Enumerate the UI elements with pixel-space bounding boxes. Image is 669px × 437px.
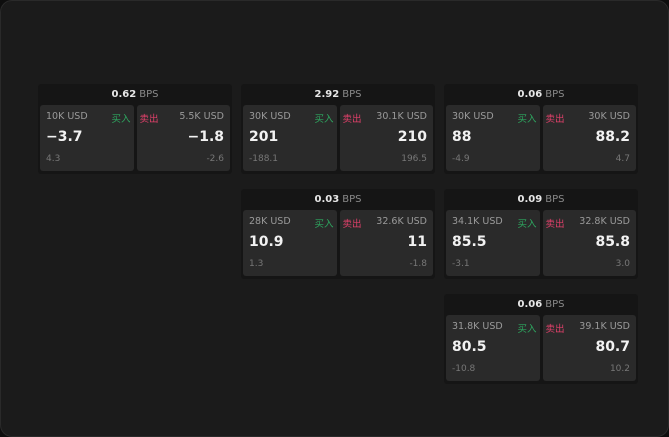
quote-card: 0.06 BPS 31.8K USD 买入 80.5 -10.8 39.1K US… [444, 294, 638, 384]
sell-label: 卖出 [342, 114, 362, 125]
sell-panel[interactable]: 30.1K USD 卖出 210 196.5 [339, 105, 433, 171]
quantity: 28K USD [249, 216, 291, 227]
spread-value: 0.09 [517, 194, 543, 205]
quote-card: 0.09 BPS 34.1K USD 买入 85.5 -3.1 32.8K USD… [444, 189, 638, 279]
sell-panel[interactable]: 32.6K USD 卖出 11 -1.8 [339, 210, 433, 276]
sell-panel[interactable]: 5.5K USD 卖出 −1.8 -2.6 [136, 105, 230, 171]
spread-unit: BPS [545, 299, 565, 310]
quantity: 32.6K USD [376, 216, 427, 227]
quantity: 31.8K USD [452, 321, 503, 332]
buy-label: 买入 [111, 114, 131, 125]
buy-panel[interactable]: 28K USD 买入 10.9 1.3 [243, 210, 337, 276]
spread-unit: BPS [545, 194, 565, 205]
price: 88 [452, 129, 472, 145]
sell-panel[interactable]: 30K USD 卖出 88.2 4.7 [542, 105, 636, 171]
price: 80.7 [595, 339, 630, 355]
quantity: 34.1K USD [452, 216, 503, 227]
sell-panel[interactable]: 39.1K USD 卖出 80.7 10.2 [542, 315, 636, 381]
quantity: 30K USD [452, 111, 494, 122]
spread-unit: BPS [139, 89, 159, 100]
buy-panel[interactable]: 34.1K USD 买入 85.5 -3.1 [446, 210, 540, 276]
change: 4.7 [615, 154, 630, 164]
spread-value: 0.62 [111, 89, 137, 100]
buy-label: 买入 [517, 219, 537, 230]
buy-label: 买入 [314, 219, 334, 230]
spread-header: 2.92 BPS [241, 84, 435, 105]
spread-value: 0.06 [517, 299, 543, 310]
change: 4.3 [46, 154, 61, 164]
buy-label: 买入 [517, 114, 537, 125]
change: -2.6 [206, 154, 224, 164]
sell-label: 卖出 [342, 219, 362, 230]
change: -188.1 [249, 154, 279, 164]
spread-header: 0.06 BPS [444, 84, 638, 105]
sell-panel[interactable]: 32.8K USD 卖出 85.8 3.0 [542, 210, 636, 276]
spread-header: 0.62 BPS [38, 84, 232, 105]
buy-label: 买入 [517, 324, 537, 335]
spread-value: 0.03 [314, 194, 340, 205]
price: 201 [249, 129, 279, 145]
change: -10.8 [452, 364, 476, 374]
change: -4.9 [452, 154, 470, 164]
spread-header: 0.06 BPS [444, 294, 638, 315]
change: -3.1 [452, 259, 470, 269]
quantity: 30K USD [249, 111, 291, 122]
price: 88.2 [595, 129, 630, 145]
buy-label: 买入 [314, 114, 334, 125]
price: −3.7 [46, 129, 83, 145]
spread-header: 0.09 BPS [444, 189, 638, 210]
price: 85.5 [452, 234, 487, 250]
quantity: 10K USD [46, 111, 88, 122]
price: 210 [397, 129, 427, 145]
change: 1.3 [249, 259, 264, 269]
spread-unit: BPS [342, 194, 362, 205]
quote-card: 2.92 BPS 30K USD 买入 201 -188.1 30.1K USD … [241, 84, 435, 174]
change: 196.5 [401, 154, 427, 164]
price: 80.5 [452, 339, 487, 355]
quote-card: 0.03 BPS 28K USD 买入 10.9 1.3 32.6K USD 卖出… [241, 189, 435, 279]
change: 3.0 [615, 259, 630, 269]
buy-panel[interactable]: 30K USD 买入 88 -4.9 [446, 105, 540, 171]
change: 10.2 [609, 364, 630, 374]
buy-panel[interactable]: 10K USD 买入 −3.7 4.3 [40, 105, 134, 171]
quantity: 30.1K USD [376, 111, 427, 122]
quantity: 30K USD [588, 111, 630, 122]
spread-value: 2.92 [314, 89, 340, 100]
spread-unit: BPS [545, 89, 565, 100]
sell-label: 卖出 [545, 324, 565, 335]
quote-card: 0.06 BPS 30K USD 买入 88 -4.9 30K USD 卖出 88… [444, 84, 638, 174]
quote-card: 0.62 BPS 10K USD 买入 −3.7 4.3 5.5K USD 卖出 … [38, 84, 232, 174]
quantity: 5.5K USD [179, 111, 224, 122]
quantity: 39.1K USD [579, 321, 630, 332]
buy-panel[interactable]: 31.8K USD 买入 80.5 -10.8 [446, 315, 540, 381]
spread-unit: BPS [342, 89, 362, 100]
price: 10.9 [249, 234, 284, 250]
price: −1.8 [187, 129, 224, 145]
spread-value: 0.06 [517, 89, 543, 100]
sell-label: 卖出 [139, 114, 159, 125]
quantity: 32.8K USD [579, 216, 630, 227]
sell-label: 卖出 [545, 114, 565, 125]
buy-panel[interactable]: 30K USD 买入 201 -188.1 [243, 105, 337, 171]
price: 11 [407, 234, 427, 250]
price: 85.8 [595, 234, 630, 250]
sell-label: 卖出 [545, 219, 565, 230]
change: -1.8 [409, 259, 427, 269]
spread-header: 0.03 BPS [241, 189, 435, 210]
